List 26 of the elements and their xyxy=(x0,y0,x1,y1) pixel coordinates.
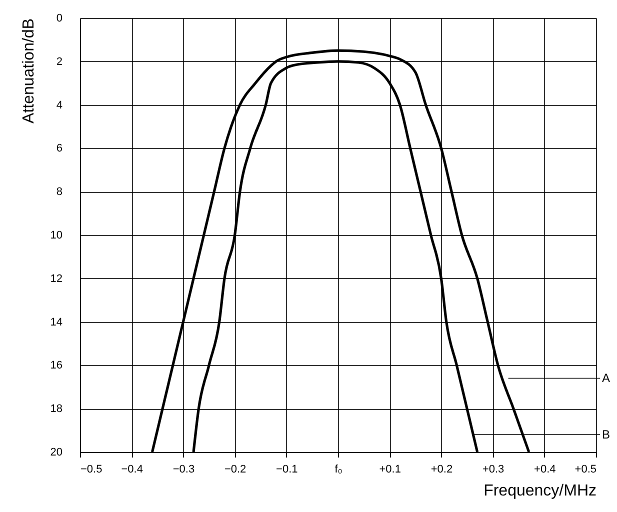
annotation: A xyxy=(602,371,610,386)
x-axis-title: Frequency/MHz xyxy=(484,482,596,500)
x-tick-label: f₀ xyxy=(334,464,342,476)
y-tick-label: 16 xyxy=(50,360,62,372)
y-tick-label: 10 xyxy=(50,230,62,242)
x-tick-label: −0.3 xyxy=(172,464,195,476)
y-tick-label: 2 xyxy=(56,56,62,68)
y-tick-label: 20 xyxy=(50,446,62,458)
y-tick-label: 18 xyxy=(50,403,62,416)
x-tick-label: +0.1 xyxy=(379,464,401,476)
x-tick-label: +0.3 xyxy=(482,464,504,476)
x-tick-label: +0.4 xyxy=(534,464,556,476)
annotation: B xyxy=(602,428,610,442)
y-tick-label: 0 xyxy=(56,12,62,24)
y-axis-title: Attenuation/dB xyxy=(20,18,38,124)
x-tick-label: −0.5 xyxy=(80,464,102,476)
y-tick-label: 8 xyxy=(56,186,62,198)
y-tick-label: 4 xyxy=(56,99,62,112)
y-tick-label: 12 xyxy=(50,272,62,285)
x-tick-label: +0.5 xyxy=(574,464,596,476)
x-tick-label: −0.4 xyxy=(121,464,143,476)
x-tick-label: −0.2 xyxy=(224,464,246,476)
y-tick-label: 6 xyxy=(56,142,62,155)
x-tick-label: +0.2 xyxy=(430,464,453,476)
y-tick-label: 14 xyxy=(50,316,62,328)
x-tick-label: −0.1 xyxy=(276,464,298,476)
